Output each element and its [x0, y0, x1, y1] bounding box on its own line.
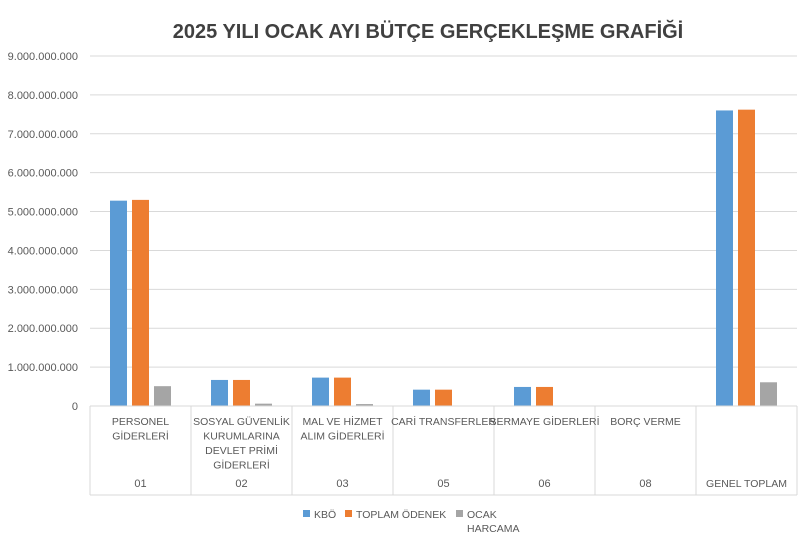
legend-label: KBÖ	[314, 509, 336, 521]
legend-swatch	[456, 510, 463, 517]
x-category-label: BORÇ VERME	[610, 416, 681, 428]
bar-1-7	[716, 110, 733, 406]
bar-3-3	[356, 404, 373, 406]
bar-2-5	[536, 386, 553, 406]
bar-3-1	[154, 386, 171, 406]
y-tick-label: 0	[72, 401, 78, 413]
x-category-code: 05	[437, 478, 449, 490]
legend-swatch	[345, 510, 352, 517]
gridlines	[90, 55, 797, 368]
legend-swatch	[303, 510, 310, 517]
bar-1-1	[110, 200, 127, 406]
bar-2-3	[334, 377, 351, 406]
y-tick-label: 3.000.000.000	[8, 284, 78, 296]
x-category-code: 03	[336, 478, 348, 490]
legend: KBÖ TOPLAM ÖDENEK OCAK HARCAMA	[303, 509, 520, 535]
chart-title: 2025 YILI OCAK AYI BÜTÇE GERÇEKLEŞME GRA…	[173, 19, 683, 43]
bar-3-2	[255, 403, 272, 406]
y-tick-label: 6.000.000.000	[8, 168, 78, 180]
x-category-label: CARİ TRANSFERLER	[391, 415, 496, 428]
y-axis-ticks: 0 1.000.000.000 2.000.000.000 3.000.000.000…	[8, 51, 78, 413]
bar-1-4	[413, 389, 430, 406]
legend-label: OCAK HARCAMA	[467, 509, 520, 535]
bar-1-5	[514, 386, 531, 406]
bar-3-7	[760, 382, 777, 406]
x-category-label: GENEL TOPLAM	[706, 478, 787, 490]
legend-label: TOPLAM ÖDENEK	[356, 509, 446, 521]
x-category-code: 06	[538, 478, 550, 490]
y-tick-label: 5.000.000.000	[8, 207, 78, 219]
bar-2-7	[738, 109, 755, 407]
y-tick-label: 1.000.000.000	[8, 362, 78, 374]
x-category-label: MAL VE HİZMET ALIM GİDERLERİ	[300, 415, 384, 443]
bar-1-2	[211, 379, 228, 406]
bar-2-1	[132, 199, 149, 406]
bar-2-2	[233, 379, 250, 406]
bar-2-4	[435, 389, 452, 406]
y-tick-label: 8.000.000.000	[8, 90, 78, 102]
bar-1-3	[312, 377, 329, 406]
x-category-label: SOSYAL GÜVENLİK KURUMLARINA DEVLET PRİMİ Gİ…	[193, 415, 290, 472]
x-axis: PERSONEL GİDERLERİ 01 SOSYAL GÜVENLİK KURUML…	[89, 405, 798, 496]
bars	[110, 109, 777, 407]
y-tick-label: 9.000.000.000	[8, 51, 78, 63]
x-category-code: 08	[639, 478, 651, 490]
y-tick-label: 4.000.000.000	[8, 245, 78, 257]
x-category-code: 02	[235, 478, 247, 490]
y-tick-label: 2.000.000.000	[8, 323, 78, 335]
x-category-code: 01	[134, 478, 146, 490]
x-category-label: PERSONEL GİDERLERİ	[112, 416, 169, 443]
y-tick-label: 7.000.000.000	[8, 129, 78, 141]
x-category-label: SERMAYE GİDERLERİ	[489, 415, 599, 428]
